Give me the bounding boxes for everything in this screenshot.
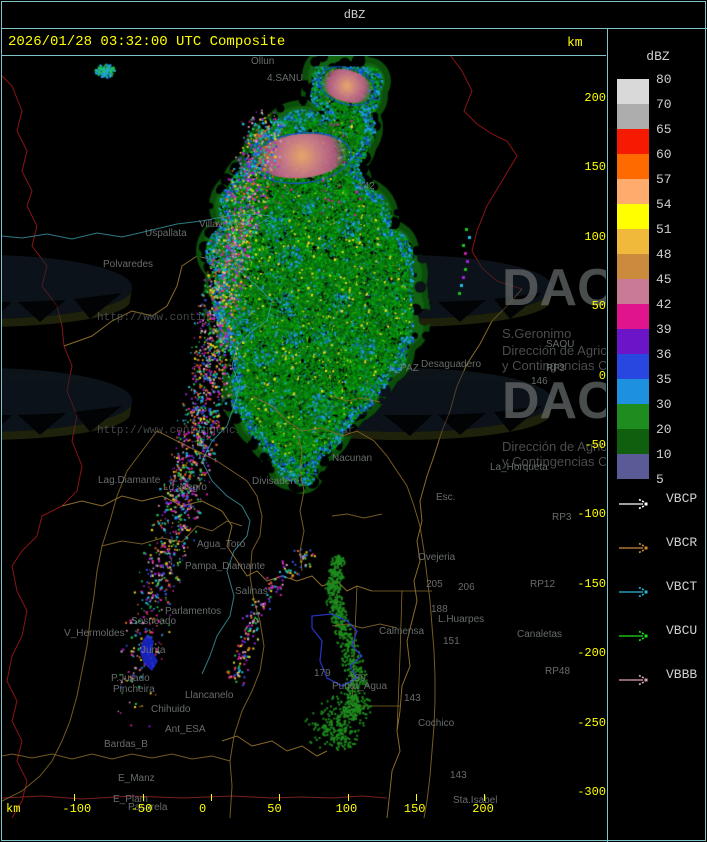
svg-text:Ant_ESA: Ant_ESA [165, 724, 206, 735]
svg-text:RP12: RP12 [530, 579, 555, 590]
svg-text:Desaguadero: Desaguadero [421, 359, 481, 370]
svg-text:206: 206 [458, 582, 475, 593]
svg-text:Villavicen: Villavicen [199, 219, 241, 230]
svg-text:La_Horqueta: La_Horqueta [490, 462, 548, 473]
svg-text:Cochico: Cochico [418, 718, 455, 729]
svg-text:Pampa_Diamante: Pampa_Diamante [185, 561, 265, 572]
svg-text:Calmensa: Calmensa [379, 626, 424, 637]
svg-text:Bardas_B: Bardas_B [104, 739, 148, 750]
svg-text:RF3: RF3 [546, 363, 565, 374]
svg-text:Pincheira: Pincheira [113, 684, 155, 695]
svg-text:142: 142 [358, 181, 375, 192]
svg-text:Ovejeria: Ovejeria [418, 552, 456, 563]
svg-text:146: 146 [531, 376, 548, 387]
svg-text:188: 188 [431, 604, 448, 615]
svg-text:205: 205 [426, 579, 443, 590]
svg-text:Chihuido: Chihuido [151, 704, 191, 715]
svg-text:L.Huarpes: L.Huarpes [438, 614, 484, 625]
svg-text:Salinas: Salinas [235, 586, 268, 597]
svg-text:E_Manz: E_Manz [118, 773, 155, 784]
svg-text:Lag.Diamante: Lag.Diamante [98, 475, 161, 486]
svg-text:RP48: RP48 [545, 666, 570, 677]
svg-text:Canaletas: Canaletas [517, 629, 562, 640]
svg-text:P.Jurado: P.Jurado [111, 673, 150, 684]
svg-text:Junta: Junta [141, 645, 166, 656]
svg-text:179: 179 [314, 668, 331, 679]
svg-text:Divisadero: Divisadero [252, 476, 300, 487]
svg-text:Sosneado: Sosneado [131, 616, 176, 627]
svg-text:Esc.: Esc. [436, 492, 455, 503]
svg-text:L_PAZ: L_PAZ [389, 363, 419, 374]
svg-text:Agua_Toro: Agua_Toro [197, 539, 246, 550]
svg-text:Uspallata: Uspallata [145, 228, 187, 239]
svg-text:Ollun: Ollun [251, 56, 274, 67]
svg-text:V_Hermoldes: V_Hermoldes [64, 628, 125, 639]
svg-text:SAOU: SAOU [546, 339, 574, 350]
svg-text:RP3: RP3 [552, 512, 572, 523]
svg-text:143: 143 [450, 770, 467, 781]
svg-text:Punta_Agua: Punta_Agua [332, 681, 387, 692]
svg-text:143: 143 [404, 693, 421, 704]
svg-text:4.SANU: 4.SANU [267, 73, 303, 84]
svg-text:Polvaredes: Polvaredes [103, 259, 153, 270]
svg-text:Nacunan: Nacunan [332, 453, 372, 464]
svg-text:151: 151 [443, 636, 460, 647]
svg-text:Llancanelo: Llancanelo [185, 690, 234, 701]
svg-text:Lo_Negro: Lo_Negro [163, 482, 207, 493]
